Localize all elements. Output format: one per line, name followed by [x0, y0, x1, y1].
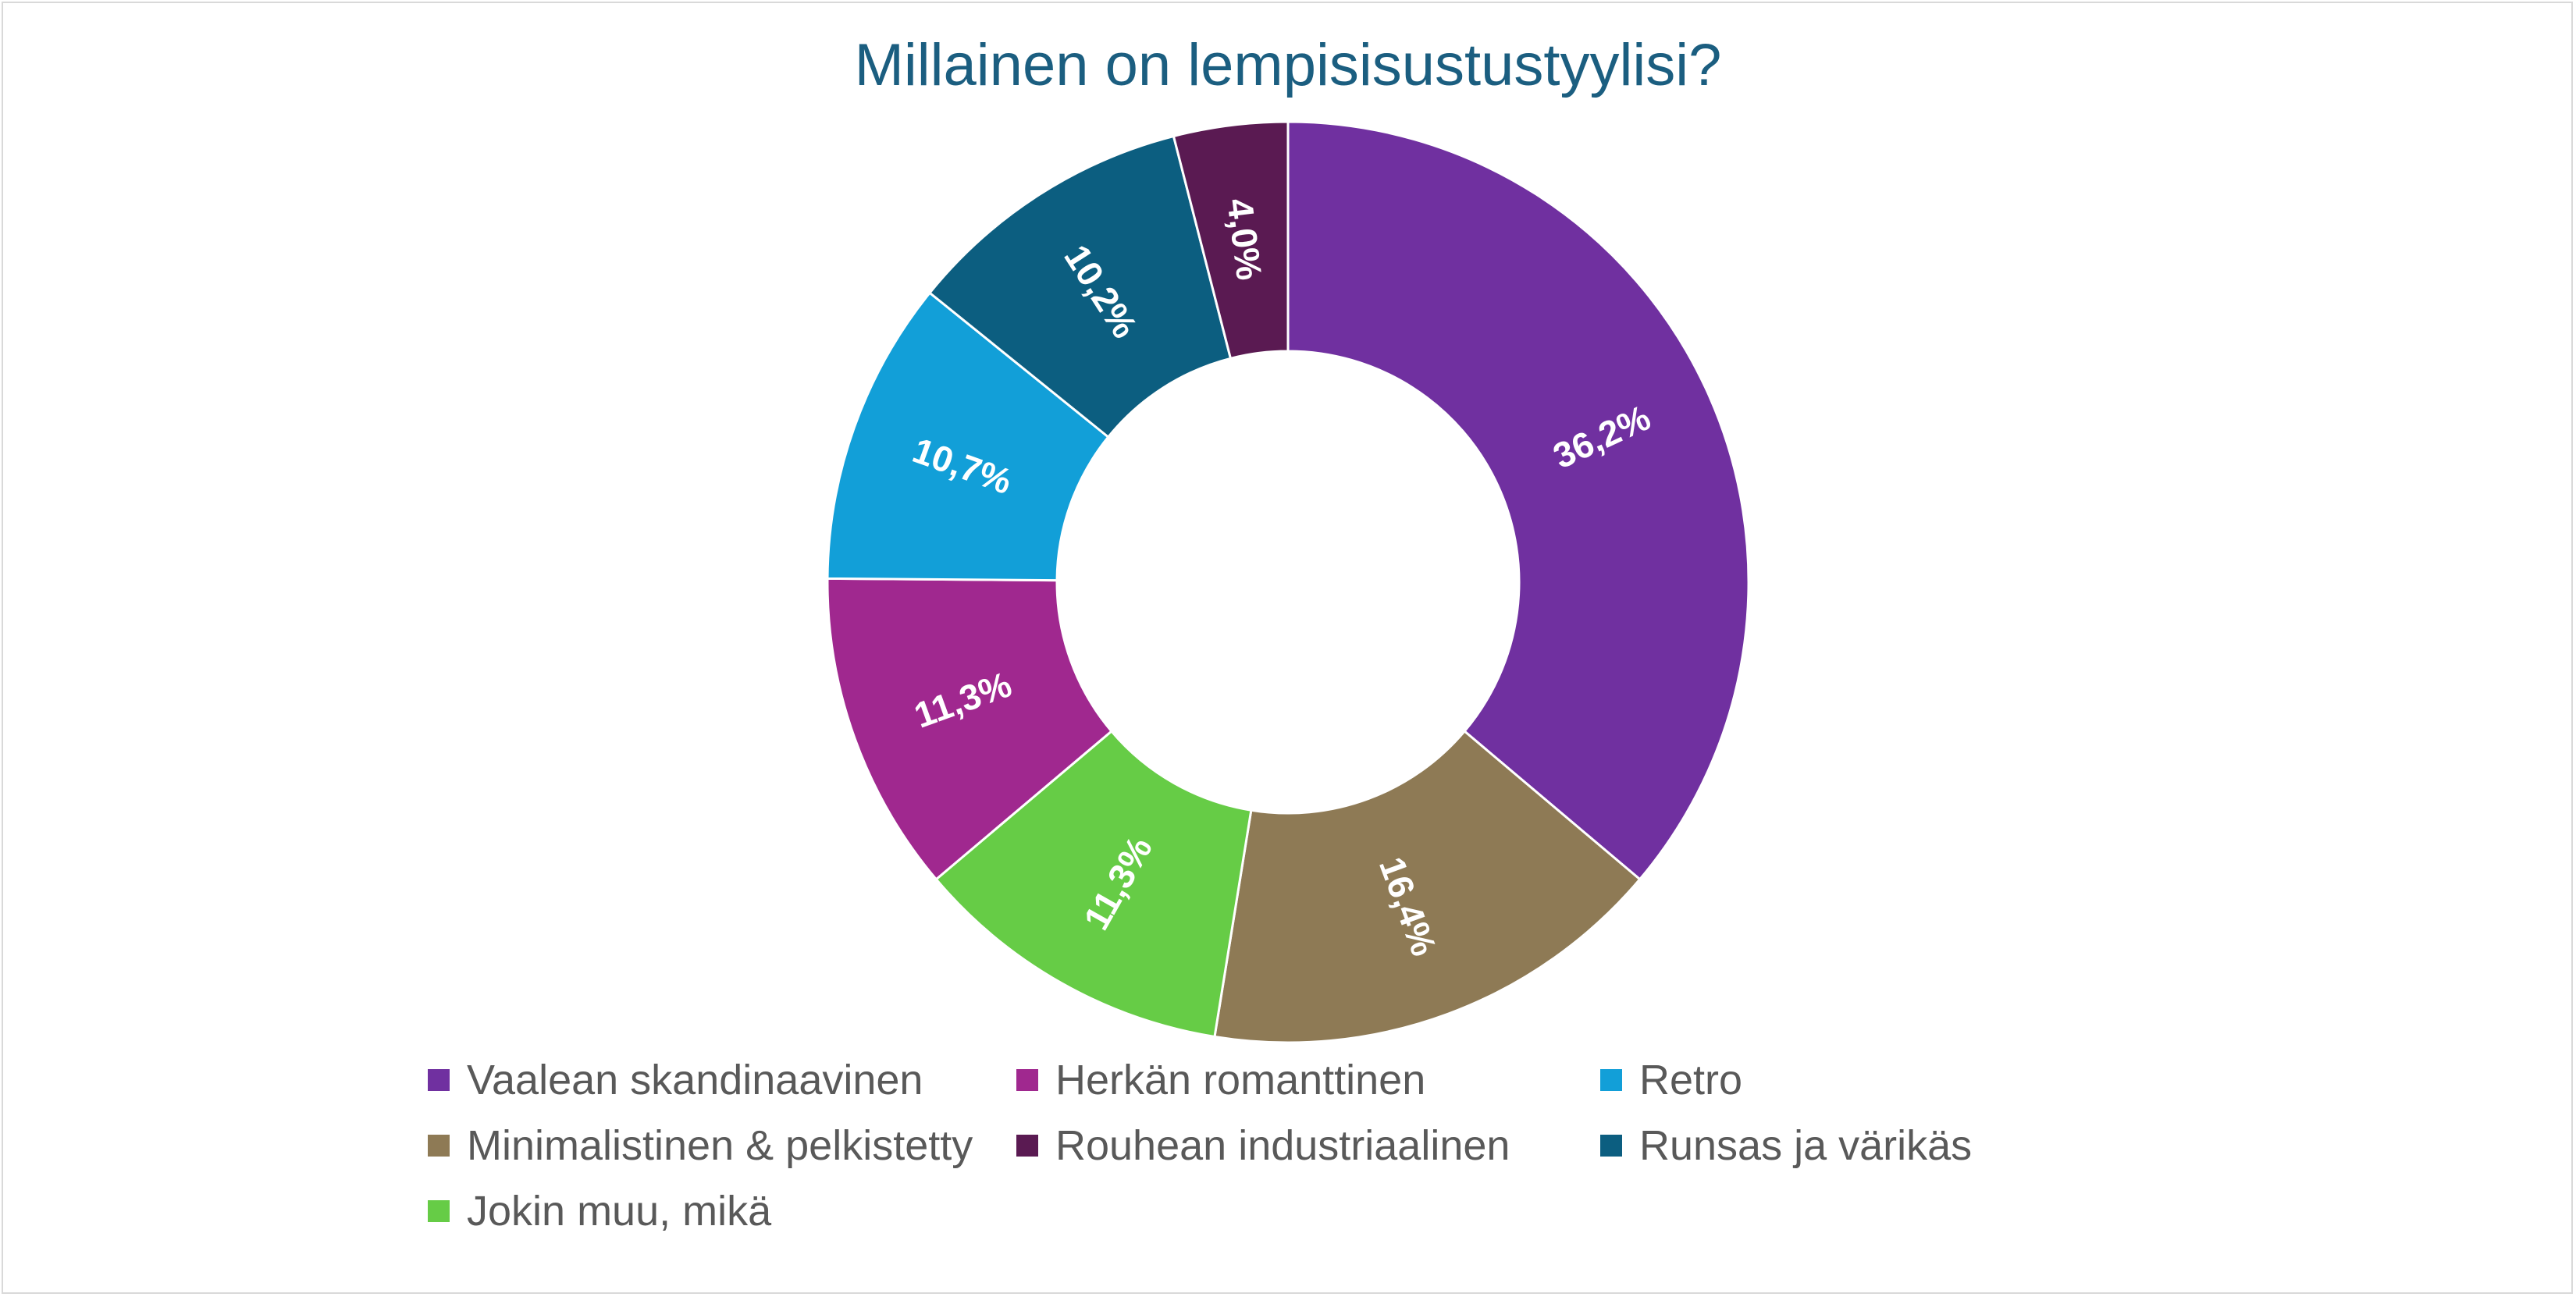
donut-slice — [1286, 120, 1750, 881]
legend-item: Vaalean skandinaavinen — [428, 1057, 923, 1103]
donut-slice — [826, 291, 1110, 582]
legend-item: Rouhean industriaalinen — [1016, 1122, 1510, 1169]
legend-label: Runsas ja värikäs — [1639, 1122, 1973, 1169]
legend-item: Retro — [1600, 1057, 1742, 1103]
donut-slice — [1172, 120, 1290, 361]
donut-slice — [934, 729, 1253, 1039]
legend-swatch — [1600, 1069, 1622, 1091]
legend-item: Jokin muu, mikä — [428, 1188, 771, 1235]
legend-label: Vaalean skandinaavinen — [467, 1057, 923, 1103]
legend-label: Herkän romanttinen — [1055, 1057, 1426, 1103]
legend-swatch — [1016, 1069, 1038, 1091]
legend-item: Herkän romanttinen — [1016, 1057, 1425, 1103]
donut-slice — [826, 577, 1113, 881]
legend-swatch — [428, 1135, 450, 1157]
legend-swatch — [428, 1069, 450, 1091]
chart-title: Millainen on lempisisustustyylisi? — [854, 32, 1722, 98]
donut-slice — [927, 134, 1233, 439]
legend-label: Minimalistinen & pelkistetty — [467, 1122, 973, 1169]
legend-swatch — [428, 1200, 450, 1222]
legend-label: Retro — [1639, 1057, 1743, 1103]
legend-item: Minimalistinen & pelkistetty — [428, 1122, 973, 1169]
legend-item: Runsas ja värikäs — [1600, 1122, 1972, 1169]
legend-label: Jokin muu, mikä — [467, 1188, 772, 1235]
legend-swatch — [1600, 1135, 1622, 1157]
legend-swatch — [1016, 1135, 1038, 1157]
donut-slice — [1213, 729, 1642, 1044]
legend-label: Rouhean industriaalinen — [1055, 1122, 1510, 1169]
